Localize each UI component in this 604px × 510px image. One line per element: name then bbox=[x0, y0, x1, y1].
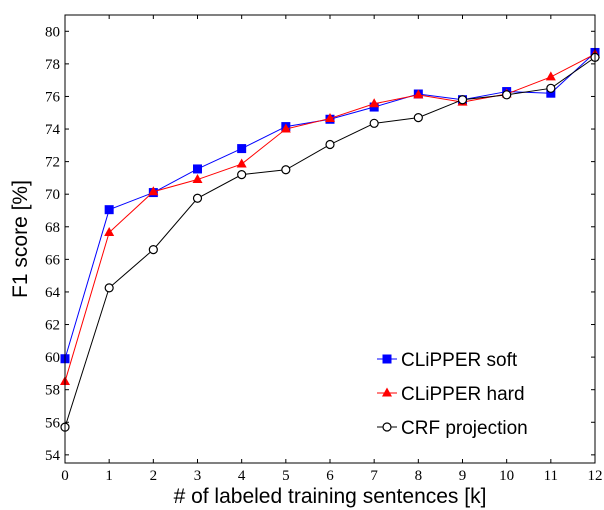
legend-item: CLiPPER soft bbox=[377, 350, 518, 371]
x-tick-label: 8 bbox=[415, 468, 423, 484]
data-point bbox=[546, 88, 556, 98]
data-point bbox=[281, 165, 291, 175]
legend-marker bbox=[382, 354, 392, 364]
y-tick-label: 68 bbox=[45, 220, 60, 236]
y-tick-label: 64 bbox=[45, 285, 61, 301]
data-point bbox=[546, 83, 556, 93]
legend-item: CRF projection bbox=[377, 418, 528, 439]
data-point bbox=[104, 226, 115, 236]
data-point bbox=[104, 205, 114, 215]
data-point bbox=[280, 123, 291, 133]
x-tick-label: 5 bbox=[282, 468, 290, 484]
legend-marker bbox=[382, 422, 392, 432]
data-point bbox=[104, 283, 114, 293]
data-point bbox=[325, 139, 335, 150]
series-square bbox=[60, 47, 600, 364]
data-point bbox=[457, 95, 468, 105]
data-point bbox=[413, 113, 423, 123]
y-tick-label: 66 bbox=[45, 252, 61, 268]
data-point bbox=[237, 144, 247, 154]
data-point bbox=[545, 71, 556, 81]
plot-frame bbox=[64, 14, 596, 464]
series-triangle bbox=[60, 48, 600, 386]
y-tick-label: 80 bbox=[45, 24, 60, 40]
data-point bbox=[148, 186, 159, 196]
data-point bbox=[369, 118, 379, 128]
data-point bbox=[502, 90, 512, 100]
series-layer bbox=[60, 47, 600, 432]
x-tick-label: 10 bbox=[499, 468, 514, 484]
y-tick-label: 78 bbox=[45, 57, 60, 73]
axis-ticks: 0 1 2 3 4 5 6 7 8 9 10 11 12545658606264666870727476… bbox=[45, 15, 603, 484]
data-point bbox=[192, 174, 203, 184]
series-line bbox=[64, 52, 596, 359]
y-tick-label: 58 bbox=[45, 383, 60, 399]
legend-item: CLiPPER hard bbox=[377, 384, 525, 405]
x-tick-label: 7 bbox=[370, 468, 378, 484]
series-circle bbox=[60, 52, 600, 432]
y-tick-label: 56 bbox=[45, 415, 61, 431]
x-tick-label: 2 bbox=[150, 468, 158, 484]
y-tick-label: 60 bbox=[45, 350, 60, 366]
y-axis-label: F1 score [%] bbox=[9, 180, 32, 298]
y-tick-label: 72 bbox=[45, 155, 60, 171]
data-point bbox=[193, 164, 202, 174]
data-point bbox=[148, 244, 158, 255]
x-tick-label: 1 bbox=[105, 468, 113, 484]
data-point bbox=[325, 112, 335, 122]
y-tick-label: 70 bbox=[45, 187, 60, 203]
series-line bbox=[64, 53, 596, 382]
x-tick-label: 12 bbox=[588, 468, 603, 484]
y-tick-label: 74 bbox=[45, 122, 61, 138]
data-point bbox=[192, 193, 203, 203]
x-tick-label: 9 bbox=[459, 468, 467, 484]
data-point bbox=[369, 98, 380, 108]
legend-label: CLiPPER soft bbox=[401, 350, 518, 371]
legend-label: CRF projection bbox=[401, 418, 528, 439]
data-point bbox=[237, 170, 247, 180]
y-tick-label: 62 bbox=[45, 318, 60, 334]
y-tick-label: 76 bbox=[45, 89, 61, 105]
x-tick-label: 4 bbox=[238, 468, 246, 484]
x-tick-label: 6 bbox=[326, 468, 334, 484]
legend: CLiPPER soft CLiPPER hard CRF projection bbox=[377, 350, 528, 439]
data-point bbox=[236, 158, 247, 168]
x-axis-label: # of labeled training sentences [k] bbox=[174, 485, 487, 508]
y-tick-label: 54 bbox=[45, 448, 61, 464]
x-tick-label: 0 bbox=[61, 468, 69, 484]
x-tick-label: 11 bbox=[544, 468, 558, 484]
x-tick-label: 3 bbox=[194, 468, 202, 484]
legend-label: CLiPPER hard bbox=[401, 384, 525, 405]
series-line bbox=[64, 56, 596, 428]
legend-marker bbox=[382, 387, 392, 397]
data-point bbox=[413, 89, 424, 99]
